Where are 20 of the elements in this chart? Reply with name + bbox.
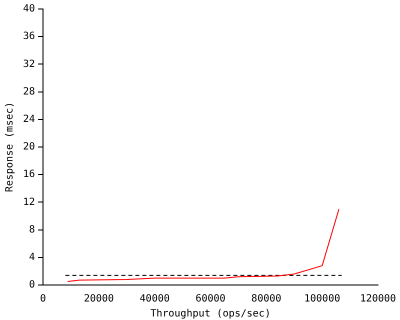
x-tick-label: 40000 — [140, 294, 170, 305]
x-tick-label: 0 — [40, 294, 46, 305]
x-axis-title: Throughput (ops/sec) — [150, 308, 271, 320]
x-tick-label: 120000 — [360, 294, 396, 305]
y-tick-label: 0 — [29, 280, 36, 291]
x-tick-label: 80000 — [251, 294, 282, 305]
x-tick-label: 60000 — [195, 294, 226, 305]
y-tick-label: 16 — [22, 169, 36, 180]
y-tick-label: 4 — [29, 252, 36, 263]
y-tick-label: 36 — [22, 31, 36, 42]
y-tick-label: 40 — [22, 4, 36, 15]
x-tick-label: 20000 — [84, 294, 114, 305]
y-tick-label: 8 — [29, 224, 36, 236]
x-tick-label: 100000 — [304, 294, 340, 305]
y-tick-label: 24 — [22, 114, 36, 125]
y-tick-label: 12 — [22, 196, 36, 208]
y-tick-label: 28 — [22, 86, 36, 98]
y-tick-label: 32 — [22, 58, 36, 70]
y-tick-label: 20 — [22, 142, 36, 153]
y-axis-title: Response (msec) — [4, 102, 16, 192]
